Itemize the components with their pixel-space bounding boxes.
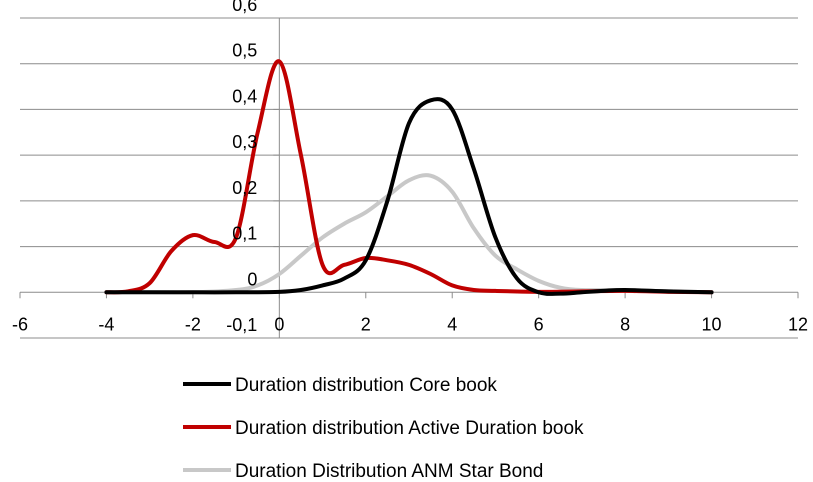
y-tick-label: 0,5 [232,41,257,61]
grid-lines [20,17,798,339]
y-tick-label: 0,4 [232,86,257,106]
legend-item-duration-distribution-core-book: Duration distribution Core book [183,375,497,396]
legend-item-duration-distribution-active-duration-book: Duration distribution Active Duration bo… [183,418,584,439]
legend-item-duration-distribution-anm-star-bond: Duration Distribution ANM Star Bond [183,461,543,482]
y-tick-label: 0,6 [232,0,257,15]
legend-label: Duration Distribution ANM Star Bond [235,461,543,482]
series-line-duration-distribution-anm-star-bond [104,173,714,295]
legend-label: Duration distribution Active Duration bo… [235,418,584,439]
legend-label: Duration distribution Core book [235,375,497,396]
x-tick-label: 0 [274,314,284,334]
y-tick-labels: -0,1 0 0,1 0,2 0,3 0,4 0,5 0,6 [226,0,257,335]
y-tick-label: 0,1 [232,224,257,244]
series-line-duration-distribution-core-book [104,97,714,296]
series-lines [104,59,714,296]
x-tick-label: -4 [98,314,114,334]
x-tick-label: 6 [534,314,544,334]
x-tick-label: 8 [620,314,630,334]
y-tick-label: 0 [247,269,257,289]
y-tick-label: 0,2 [232,178,257,198]
x-tick-labels: -6 -4 -2 0 2 4 6 8 10 12 [12,314,808,334]
y-tick-label: 0,3 [232,132,257,152]
x-tick-label: -6 [12,314,28,334]
series-line-duration-distribution-active-duration-book [104,59,714,295]
x-tick-label: -2 [185,314,201,334]
x-tick-label: 10 [702,314,722,334]
x-tick-label: 2 [361,314,371,334]
x-tick-label: 12 [788,314,808,334]
y-tick-label: -0,1 [226,315,257,335]
legend: Duration distribution Core book Duration … [183,375,584,482]
x-tick-label: 4 [447,314,457,334]
